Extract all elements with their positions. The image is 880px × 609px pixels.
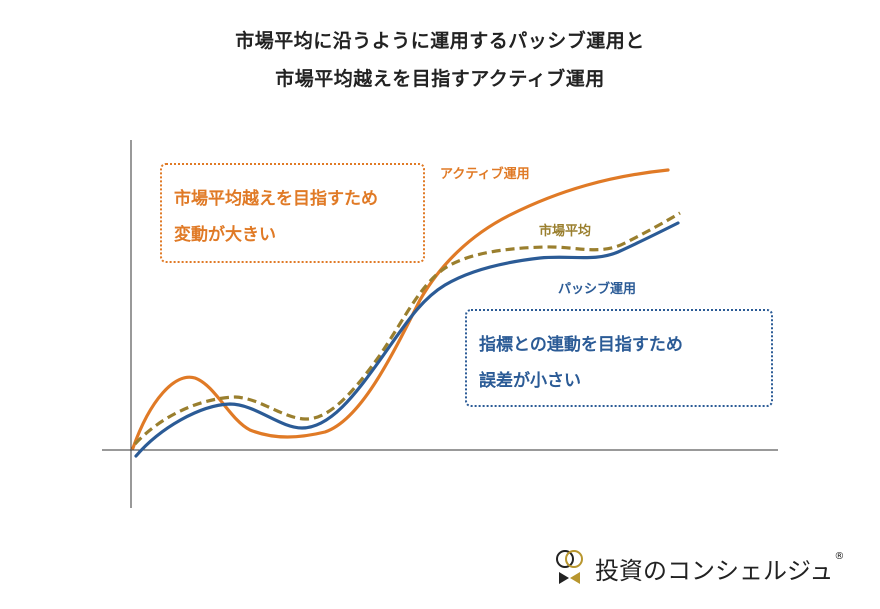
active-callout-line-2: 変動が大きい — [174, 225, 276, 245]
market-curve — [133, 211, 681, 446]
active-series-label: アクティブ運用 — [440, 167, 530, 182]
logo-text: 投資のコンシェルジュ — [595, 556, 834, 585]
passive-curve — [134, 221, 680, 458]
passive-callout-line-2: 誤差が小さい — [479, 371, 581, 391]
brand-logo: 投資のコンシェルジュ ® — [553, 548, 844, 588]
active-callout-line-1: 市場平均越えを目指すため — [174, 189, 378, 209]
active-curve — [131, 168, 670, 450]
passive-series-label: パッシブ運用 — [558, 282, 637, 297]
passive-callout-box: 指標との連動を目指すため 誤差が小さい — [465, 309, 773, 407]
title-line-1: 市場平均に沿うように運用するパッシブ運用と — [235, 30, 645, 52]
rings-logo-icon — [556, 550, 583, 584]
passive-callout-line-1: 指標との連動を目指すため — [479, 335, 683, 355]
registered-mark: ® — [834, 550, 845, 562]
active-callout-box: 市場平均越えを目指すため 変動が大きい — [160, 163, 425, 263]
title-line-2: 市場平均越えを目指すアクティブ運用 — [275, 68, 605, 90]
market-series-label: 市場平均 — [539, 224, 592, 239]
